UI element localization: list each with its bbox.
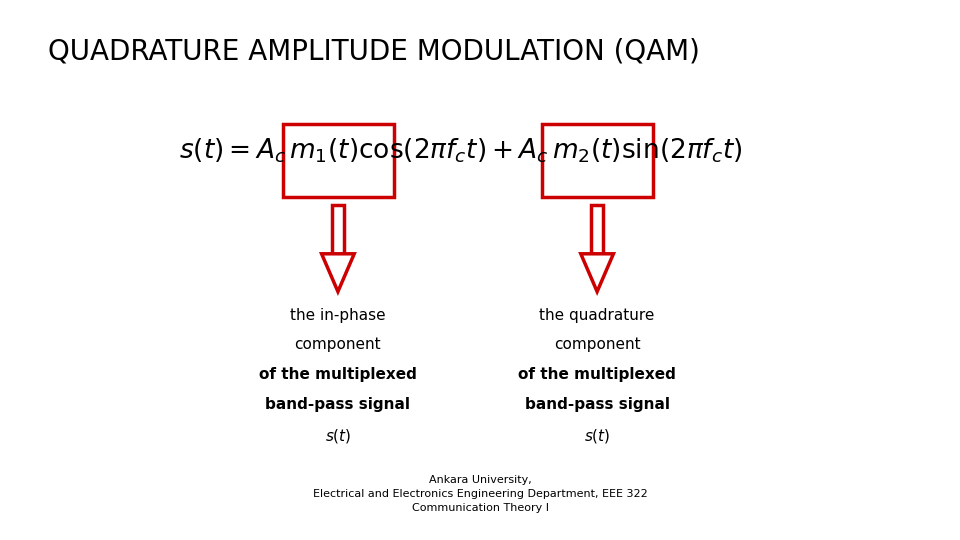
Polygon shape: [581, 254, 613, 292]
Text: component: component: [295, 338, 381, 353]
Bar: [283, 124, 394, 197]
Text: of the multiplexed: of the multiplexed: [259, 367, 417, 382]
Text: the quadrature: the quadrature: [540, 308, 655, 323]
Bar: [332, 205, 344, 254]
Text: the in-phase: the in-phase: [290, 308, 386, 323]
Text: band-pass signal: band-pass signal: [265, 397, 411, 412]
Bar: [542, 124, 653, 197]
Text: $s(t) = A_c \, m_1(t) \cos(2\pi f_c t) + A_c \, m_2(t) \sin(2\pi f_c t)$: $s(t) = A_c \, m_1(t) \cos(2\pi f_c t) +…: [180, 137, 742, 165]
Text: of the multiplexed: of the multiplexed: [518, 367, 676, 382]
Text: QUADRATURE AMPLITUDE MODULATION (QAM): QUADRATURE AMPLITUDE MODULATION (QAM): [48, 38, 700, 66]
Text: $s(t)$: $s(t)$: [324, 427, 351, 444]
Polygon shape: [322, 254, 354, 292]
Bar: [591, 205, 603, 254]
Text: component: component: [554, 338, 640, 353]
Text: band-pass signal: band-pass signal: [524, 397, 670, 412]
Text: Ankara University,
Electrical and Electronics Engineering Department, EEE 322
Co: Ankara University, Electrical and Electr…: [313, 475, 647, 513]
Text: $s(t)$: $s(t)$: [584, 427, 611, 444]
